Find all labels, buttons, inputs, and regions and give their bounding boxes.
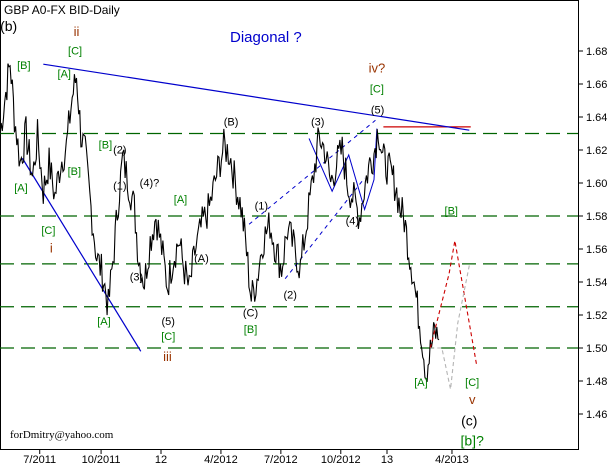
wave-label: (b) <box>0 18 17 34</box>
wave-label: (A) <box>194 253 209 265</box>
y-tick-label: 1.52 <box>586 310 607 322</box>
plot-border <box>0 0 579 450</box>
wave-label: [C] <box>68 45 82 57</box>
wave-labels: (b) ii[C][B][A][B] (2)[B][A] (1) (4)?[C]i(3)… <box>0 18 484 448</box>
x-tick-label: 7/2011 <box>23 454 56 464</box>
plot-frame <box>0 0 579 450</box>
wave-label: (4) <box>346 215 359 227</box>
wave-label: [C] <box>41 225 55 237</box>
wave-label: [B] <box>244 324 257 336</box>
wave-label: (1) <box>255 200 268 212</box>
x-tick-label: 10/2011 <box>82 454 121 464</box>
chart-subtitle: Diagonal ? <box>230 29 302 46</box>
wave-label: [A] <box>58 68 71 80</box>
x-axis: 7/2011 10/2011 12 4/2012 7/2012 10/2012 13 4/20… <box>23 449 469 464</box>
wave-label: (3) <box>130 271 143 283</box>
chart-title: GBP A0-FX BID-Daily <box>4 3 120 17</box>
x-tick-label: 7/2012 <box>264 454 298 464</box>
wave-label: (1) <box>113 181 126 193</box>
y-tick-label: 1.50 <box>586 343 607 355</box>
wave-label: [A] <box>414 377 427 389</box>
channel-dashed-line <box>248 119 376 225</box>
horizontal-levels <box>0 126 578 349</box>
wave-label: (c) <box>461 413 477 429</box>
y-tick-label: 1.62 <box>586 145 607 157</box>
x-tick-label: 12 <box>155 454 167 464</box>
wave-structure-line <box>308 128 378 212</box>
wave-label: [C] <box>370 83 384 95</box>
wave-label: (2) <box>113 144 126 156</box>
wave-label: (5) <box>371 105 384 117</box>
wave-label: [A] <box>97 316 110 328</box>
wave-label: (3) <box>311 116 324 128</box>
wave-label: [B] <box>99 139 112 151</box>
wave-label: (5) <box>161 316 174 328</box>
channel-dashed-line <box>284 177 366 280</box>
wave-label: [A] <box>14 182 27 194</box>
projection-gray <box>430 265 470 390</box>
y-tick-label: 1.54 <box>586 277 607 289</box>
wave-label: [B] <box>445 205 458 217</box>
x-tick-label: 10/2012 <box>321 454 361 464</box>
y-tick-label: 1.64 <box>586 112 607 124</box>
y-tick-label: 1.66 <box>586 79 607 91</box>
projection-paths <box>429 240 478 390</box>
x-tick-label: 4/2012 <box>204 454 238 464</box>
x-tick-label: 13 <box>381 454 393 464</box>
wave-label: [b]? <box>461 432 485 448</box>
wave-label: (2) <box>284 290 297 302</box>
wave-label: iv? <box>369 60 386 75</box>
wave-label: [C] <box>161 331 175 343</box>
price-series <box>0 63 440 383</box>
y-tick-label: 1.48 <box>586 376 607 388</box>
wave-label: [B] <box>17 60 30 72</box>
price-line <box>0 63 440 383</box>
wave-label: [C] <box>465 377 479 389</box>
wave-label: [B] <box>68 166 81 178</box>
y-axis: 1.46 1.48 1.50 1.52 1.54 1.56 1.58 1.60 1.62 1.64… <box>578 46 607 421</box>
wave-label: [A] <box>174 194 187 206</box>
y-tick-label: 1.60 <box>586 178 607 190</box>
watermark-text: forDmitry@yahoo.com <box>10 429 114 441</box>
wave-label: (C) <box>243 308 258 320</box>
wave-label: i <box>50 240 53 255</box>
wave-label: (B) <box>224 116 239 128</box>
wave-label: v <box>469 392 476 407</box>
y-tick-label: 1.58 <box>586 211 607 223</box>
wave-label: (4)? <box>140 177 160 189</box>
wave-label: ii <box>74 24 80 39</box>
wave-label: iii <box>163 349 172 364</box>
y-tick-label: 1.46 <box>586 409 607 421</box>
y-tick-label: 1.56 <box>586 244 607 256</box>
x-tick-label: 4/2013 <box>435 454 469 464</box>
y-tick-label: 1.68 <box>586 46 607 58</box>
trendline-upper <box>43 63 470 131</box>
projection-red <box>429 240 478 365</box>
